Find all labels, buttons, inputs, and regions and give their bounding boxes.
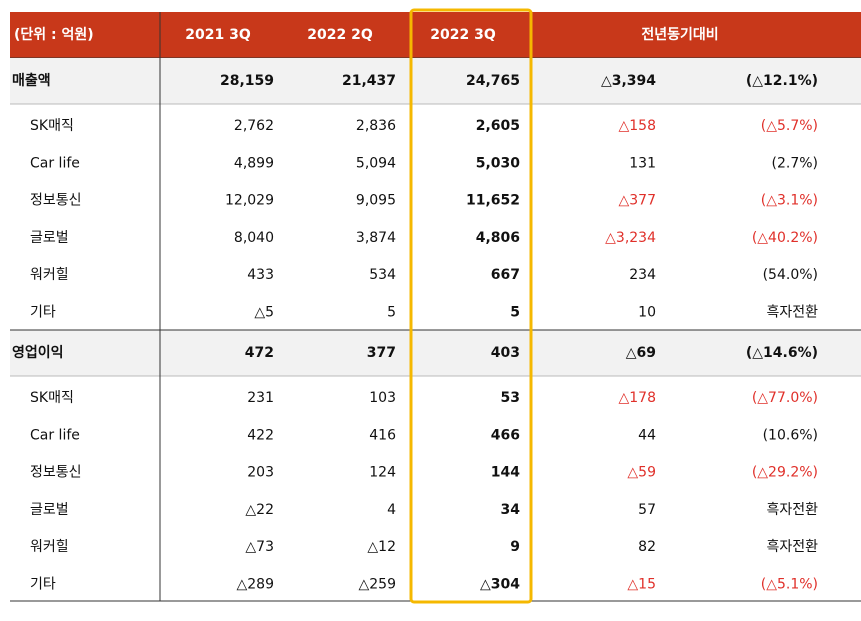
row-label: SK매직	[30, 118, 74, 134]
cell: △289	[237, 577, 275, 593]
cell: 11,652	[466, 193, 520, 209]
highlight-box	[409, 8, 533, 604]
row-label: SK매직	[30, 390, 74, 406]
cell: 466	[491, 427, 520, 443]
cell: 472	[245, 345, 274, 361]
cell: (△29.2%)	[752, 465, 818, 481]
row-label: 기타	[30, 305, 56, 321]
cell: △377	[619, 193, 657, 209]
cell: 377	[367, 345, 396, 361]
cell: 131	[629, 155, 656, 171]
cell: 흑자전환	[766, 538, 818, 555]
cell: 144	[491, 465, 520, 481]
cell: △15	[627, 577, 656, 593]
header-cell: 2022 2Q	[307, 27, 373, 43]
cell: △5	[254, 305, 274, 321]
cell: △73	[245, 539, 274, 555]
cell: 24,765	[466, 73, 520, 89]
header-bg	[10, 12, 861, 58]
cell: 422	[247, 427, 274, 443]
row-label: 워커힐	[30, 539, 69, 555]
header-cell: 2022 3Q	[430, 27, 496, 43]
row-label: 정보통신	[30, 465, 82, 481]
cell: 534	[369, 267, 396, 283]
cell: △12	[367, 539, 396, 555]
cell: △158	[619, 118, 657, 134]
cell: △304	[480, 577, 520, 593]
cell: 103	[369, 390, 396, 406]
cell: 203	[247, 465, 274, 481]
cell: (△14.6%)	[746, 345, 818, 361]
row-label: 매출액	[12, 72, 51, 89]
header-cell: 2021 3Q	[185, 27, 251, 43]
cell: 124	[369, 465, 396, 481]
cell: △59	[627, 465, 656, 481]
header-cell: 전년동기대비	[641, 26, 718, 43]
cell: 4,899	[234, 155, 274, 171]
cell: 416	[369, 427, 396, 443]
cell: 667	[491, 267, 520, 283]
cell: △3,394	[601, 73, 656, 89]
cell: 9	[510, 539, 520, 555]
table-body: 매출액 28,159 21,437 24,765 △3,394 (△12.1%) SK매직 2…	[10, 12, 861, 602]
cell: 231	[247, 390, 274, 406]
row-label: 워커힐	[30, 267, 69, 283]
row-label: 글로벌	[30, 230, 69, 246]
row-label: Car life	[30, 155, 80, 171]
cell: 82	[638, 539, 656, 555]
row-label: Car life	[30, 427, 80, 443]
cell: 5,030	[476, 155, 521, 171]
cell: 9,095	[356, 193, 396, 209]
cell: (△3.1%)	[761, 193, 818, 209]
row-label: 글로벌	[30, 502, 69, 518]
row-label: 영업이익	[12, 344, 64, 361]
cell: △178	[619, 390, 657, 406]
cell: 10	[638, 305, 656, 321]
cell: 2,762	[234, 118, 274, 134]
cell: 28,159	[220, 73, 274, 89]
cell: 8,040	[234, 230, 274, 246]
cell: △69	[626, 345, 656, 361]
cell: 53	[501, 390, 520, 406]
cell: (△77.0%)	[752, 390, 818, 406]
header-cell: (단위 : 억원)	[14, 26, 94, 43]
cell: 234	[629, 267, 656, 283]
cell: 57	[638, 502, 656, 518]
row-label: 정보통신	[30, 193, 82, 209]
cell: 5	[510, 305, 520, 321]
total-row-bg	[10, 330, 861, 376]
cell: 5	[387, 305, 396, 321]
row-label: 기타	[30, 577, 56, 593]
cell: 흑자전환	[766, 501, 818, 518]
cell: 2,836	[356, 118, 396, 134]
cell: △259	[359, 577, 397, 593]
cell: 흑자전환	[766, 304, 818, 321]
cell: △22	[245, 502, 274, 518]
cell: (54.0%)	[763, 267, 818, 283]
cell: 44	[638, 427, 656, 443]
cell: 12,029	[225, 193, 274, 209]
cell: 433	[247, 267, 274, 283]
cell: (△5.7%)	[761, 118, 818, 134]
total-row-bg	[10, 58, 861, 104]
cell: △3,234	[605, 230, 656, 246]
cell: (2.7%)	[772, 155, 819, 171]
cell: 2,605	[476, 118, 520, 134]
cell: 21,437	[342, 73, 396, 89]
cell: 3,874	[356, 230, 396, 246]
cell: 4	[387, 502, 396, 518]
cell: 5,094	[356, 155, 396, 171]
cell: 4,806	[476, 230, 520, 246]
cell: 403	[491, 345, 520, 361]
cell: (△40.2%)	[752, 230, 818, 246]
cell: 34	[501, 502, 521, 518]
cell: (△12.1%)	[746, 73, 818, 89]
cell: (10.6%)	[763, 427, 818, 443]
cell: (△5.1%)	[761, 577, 818, 593]
